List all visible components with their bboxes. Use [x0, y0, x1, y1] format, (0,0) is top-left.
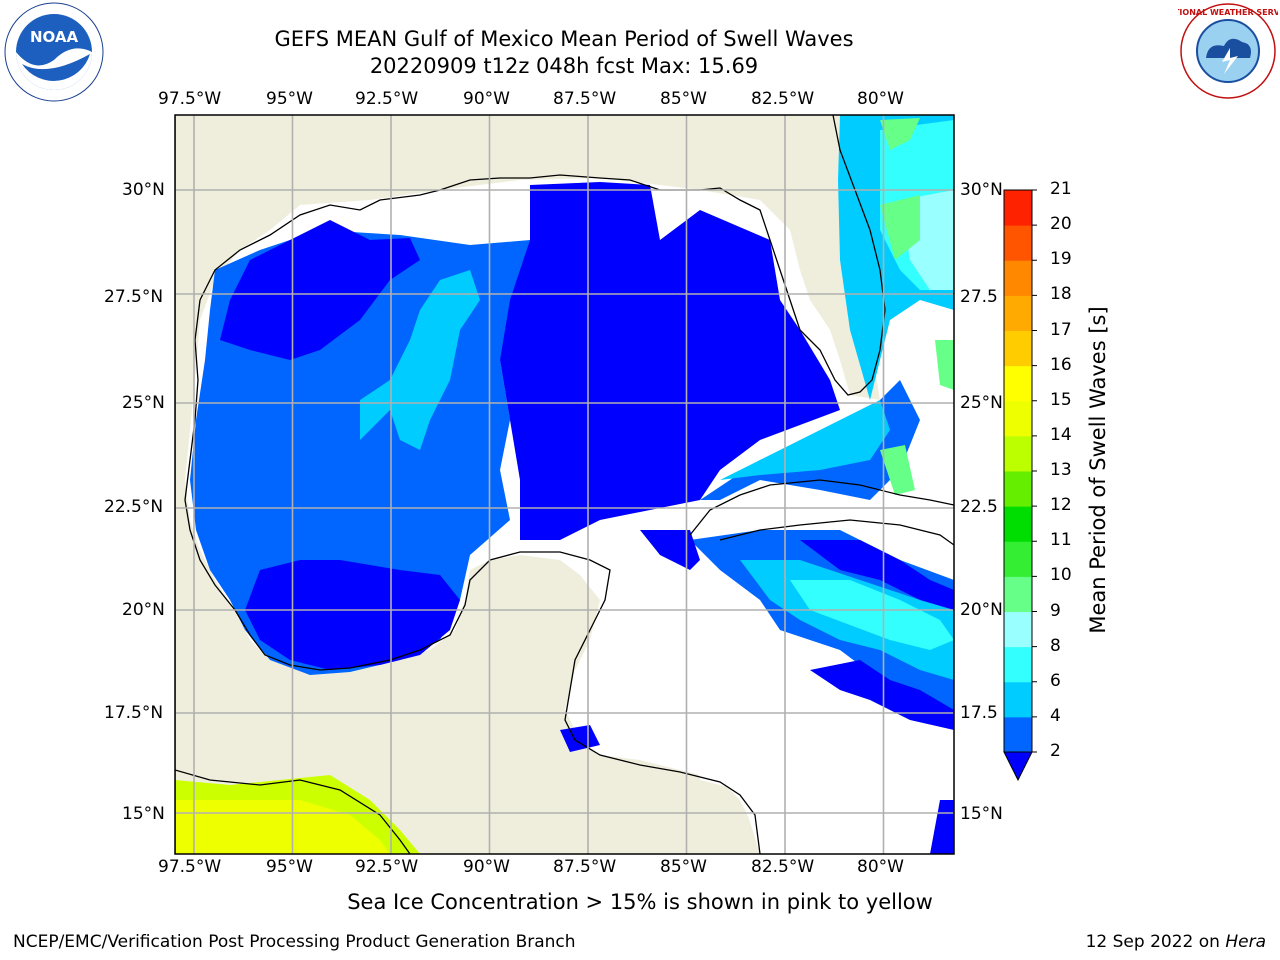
- lon-label-bottom: 92.5°W: [355, 857, 419, 877]
- colorbar-title: Mean Period of Swell Waves [s]: [1086, 306, 1110, 634]
- colorbar-tick-label: 8: [1050, 635, 1061, 656]
- swell-band-9-10: [880, 445, 915, 495]
- colorbar-segment: [1004, 506, 1032, 542]
- colorbar-segment: [1004, 225, 1032, 261]
- colorbar-segment: [1004, 190, 1032, 226]
- lon-label-top: 90°W: [463, 89, 510, 109]
- lon-label-bottom: 97.5°W: [158, 857, 222, 877]
- lat-label-right: 15°N: [960, 804, 1003, 824]
- lat-label-right: 27.5: [960, 287, 998, 307]
- colorbar-segment: [1004, 576, 1032, 612]
- lat-label-right: 20°N: [960, 600, 1003, 620]
- lon-label-bottom: 80°W: [857, 857, 904, 877]
- lat-label-left: 25°N: [122, 393, 165, 413]
- colorbar-segment: [1004, 435, 1032, 472]
- colorbar-tick-label: 10: [1050, 565, 1072, 586]
- lon-label-bottom: 87.5°W: [553, 857, 617, 877]
- colorbar-segment: [1004, 330, 1032, 367]
- colorbar-tick-label: 14: [1050, 424, 1072, 445]
- swell-band-9-10: [880, 118, 920, 150]
- lon-label-top: 92.5°W: [355, 89, 419, 109]
- swell-band-below-2: [800, 540, 954, 620]
- swell-band-below-2: [220, 220, 420, 360]
- footer-host: Hera: [1225, 932, 1266, 952]
- lat-label-left: 15°N: [122, 804, 165, 824]
- colorbar-segment: [1004, 611, 1032, 648]
- colorbar-segment: [1004, 681, 1032, 718]
- colorbar-tick-label: 20: [1050, 214, 1072, 235]
- colorbar-tick-label: 16: [1050, 354, 1072, 375]
- colorbar-tick-label: 21: [1050, 179, 1072, 199]
- lon-label-top: 82.5°W: [751, 89, 815, 109]
- colorbar-segment: [1004, 646, 1032, 683]
- nws-logo-icon: NATIONAL WEATHER SERVICE: [1178, 3, 1278, 99]
- lon-label-bottom: 90°W: [463, 857, 510, 877]
- swell-band-below-2: [500, 182, 840, 540]
- colorbar-segment: [1004, 716, 1032, 753]
- lon-label-top: 97.5°W: [158, 89, 222, 109]
- colorbar-tick-label: 6: [1050, 670, 1061, 691]
- colorbar-segment: [1004, 541, 1032, 577]
- nws-logo-text: NATIONAL WEATHER SERVICE: [1178, 8, 1278, 17]
- lat-label-left: 22.5°N: [104, 497, 164, 517]
- lon-label-top: 85°W: [660, 89, 707, 109]
- colorbar-tick-label: 15: [1050, 389, 1072, 410]
- lat-label-left: 30°N: [122, 180, 165, 200]
- footer-date-text: 12 Sep 2022 on: [1085, 932, 1226, 952]
- footer-date: 12 Sep 2022 on Hera: [1086, 932, 1266, 952]
- swell-band-4-6: [720, 400, 890, 480]
- colorbar-segment: [1004, 365, 1032, 402]
- noaa-logo-text: NOAA: [30, 28, 79, 46]
- lat-label-left: 17.5°N: [104, 703, 164, 723]
- colorbar-tick-label: 11: [1050, 530, 1072, 551]
- colorbar-tick-label: 18: [1050, 284, 1072, 305]
- colorbar-segment: [1004, 400, 1032, 437]
- graticule: [175, 115, 954, 854]
- colorbar-tick-label: 19: [1050, 249, 1072, 270]
- colorbar-segment: [1004, 471, 1032, 507]
- swell-band-9-10: [935, 340, 954, 390]
- colorbar-tick-label: 2: [1050, 741, 1061, 761]
- footer-organization: NCEP/EMC/Verification Post Processing Pr…: [13, 932, 576, 952]
- colorbar: [1003, 189, 1037, 782]
- colorbar-tick-label: 17: [1050, 319, 1072, 340]
- map-frame: [174, 114, 955, 855]
- lon-label-top: 80°W: [857, 89, 904, 109]
- lat-label-right: 22.5: [960, 497, 998, 517]
- lat-label-right: 25°N: [960, 393, 1003, 413]
- colorbar-tick-label: 4: [1050, 705, 1061, 726]
- swell-band-6-8: [790, 580, 954, 650]
- colorbar-segment: [1004, 295, 1032, 331]
- lat-label-right: 30°N: [960, 180, 1003, 200]
- lon-label-top: 87.5°W: [553, 89, 617, 109]
- noaa-logo-icon: NOAA: [4, 2, 104, 102]
- lat-label-left: 20°N: [122, 600, 165, 620]
- lon-label-bottom: 85°W: [660, 857, 707, 877]
- colorbar-tick-label: 13: [1050, 460, 1072, 480]
- lon-label-top: 95°W: [266, 89, 313, 109]
- map-title: GEFS MEAN Gulf of Mexico Mean Period of …: [274, 27, 854, 51]
- swell-band-9-10: [880, 195, 920, 260]
- map-subtitle: 20220909 t12z 048h fcst Max: 15.69: [369, 54, 759, 78]
- sea-ice-caption: Sea Ice Concentration > 15% is shown in …: [347, 890, 933, 914]
- colorbar-tick-label: 9: [1050, 600, 1061, 621]
- swell-band-below-2: [245, 560, 460, 670]
- lat-label-left: 27.5°N: [104, 287, 164, 307]
- colorbar-tick-label: 12: [1050, 495, 1072, 516]
- colorbar-segment: [1004, 260, 1032, 296]
- swell-band-below-2: [560, 725, 600, 752]
- lat-label-right: 17.5: [960, 703, 998, 723]
- lon-label-bottom: 95°W: [266, 857, 313, 877]
- swell-band-below-2: [640, 530, 700, 570]
- lon-label-bottom: 82.5°W: [751, 857, 815, 877]
- swell-band-4-6: [360, 270, 480, 450]
- coastlines: [175, 115, 954, 854]
- colorbar-extend-arrow: [1003, 751, 1033, 782]
